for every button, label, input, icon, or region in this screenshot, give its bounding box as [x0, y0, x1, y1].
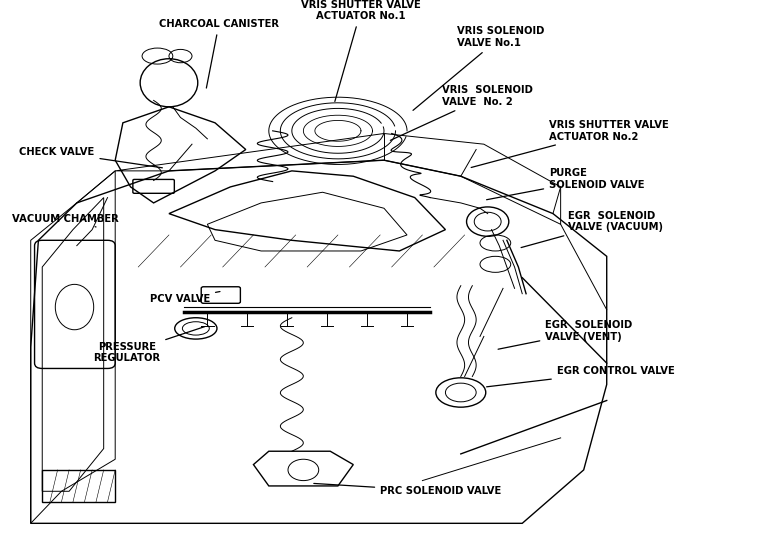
Text: CHARCOAL CANISTER: CHARCOAL CANISTER [159, 19, 279, 88]
Text: PURGE
SOLENOID VALVE: PURGE SOLENOID VALVE [487, 168, 644, 200]
Text: VACUUM CHAMBER: VACUUM CHAMBER [12, 214, 118, 227]
Text: PCV VALVE: PCV VALVE [150, 292, 220, 304]
Text: EGR  SOLENOID
VALVE (VACUUM): EGR SOLENOID VALVE (VACUUM) [521, 211, 664, 248]
Text: EGR  SOLENOID
VALVE (VENT): EGR SOLENOID VALVE (VENT) [498, 320, 633, 349]
Text: VRIS SHUTTER VALVE
ACTUATOR No.1: VRIS SHUTTER VALVE ACTUATOR No.1 [301, 0, 421, 101]
Text: PRC SOLENOID VALVE: PRC SOLENOID VALVE [314, 483, 502, 496]
Text: CHECK VALVE: CHECK VALVE [19, 147, 162, 168]
Text: PRESSURE
REGULATOR: PRESSURE REGULATOR [93, 327, 205, 363]
Text: EGR CONTROL VALVE: EGR CONTROL VALVE [487, 366, 674, 387]
Text: VRIS SHUTTER VALVE
ACTUATOR No.2: VRIS SHUTTER VALVE ACTUATOR No.2 [471, 120, 669, 168]
Text: VRIS  SOLENOID
VALVE  No. 2: VRIS SOLENOID VALVE No. 2 [390, 85, 532, 140]
Text: VRIS SOLENOID
VALVE No.1: VRIS SOLENOID VALVE No.1 [413, 27, 545, 111]
